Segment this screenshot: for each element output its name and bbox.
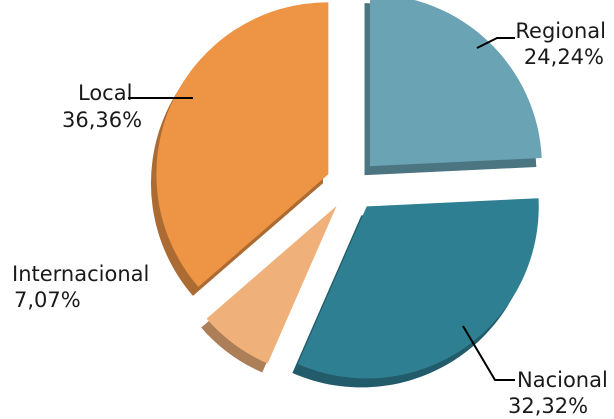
pie-slices [150, 0, 542, 388]
pie-slice-regional [369, 0, 542, 167]
label-local-value: 36,36% [62, 108, 142, 132]
label-internacional-value: 7,07% [14, 288, 81, 312]
leader-line-nacional [462, 325, 515, 381]
label-local-name: Local [78, 81, 132, 105]
pie-slice-local [156, 2, 329, 287]
label-regional-value: 24,24% [524, 45, 604, 69]
pie-slice-nacional [297, 198, 539, 379]
label-nacional-name: Nacional [517, 368, 608, 392]
label-regional-name: Regional [515, 19, 606, 43]
pie-slice-internacional [206, 205, 337, 364]
leader-line-regional [476, 37, 515, 49]
label-internacional-name: Internacional [12, 262, 149, 286]
label-nacional-value: 32,32% [508, 394, 588, 418]
